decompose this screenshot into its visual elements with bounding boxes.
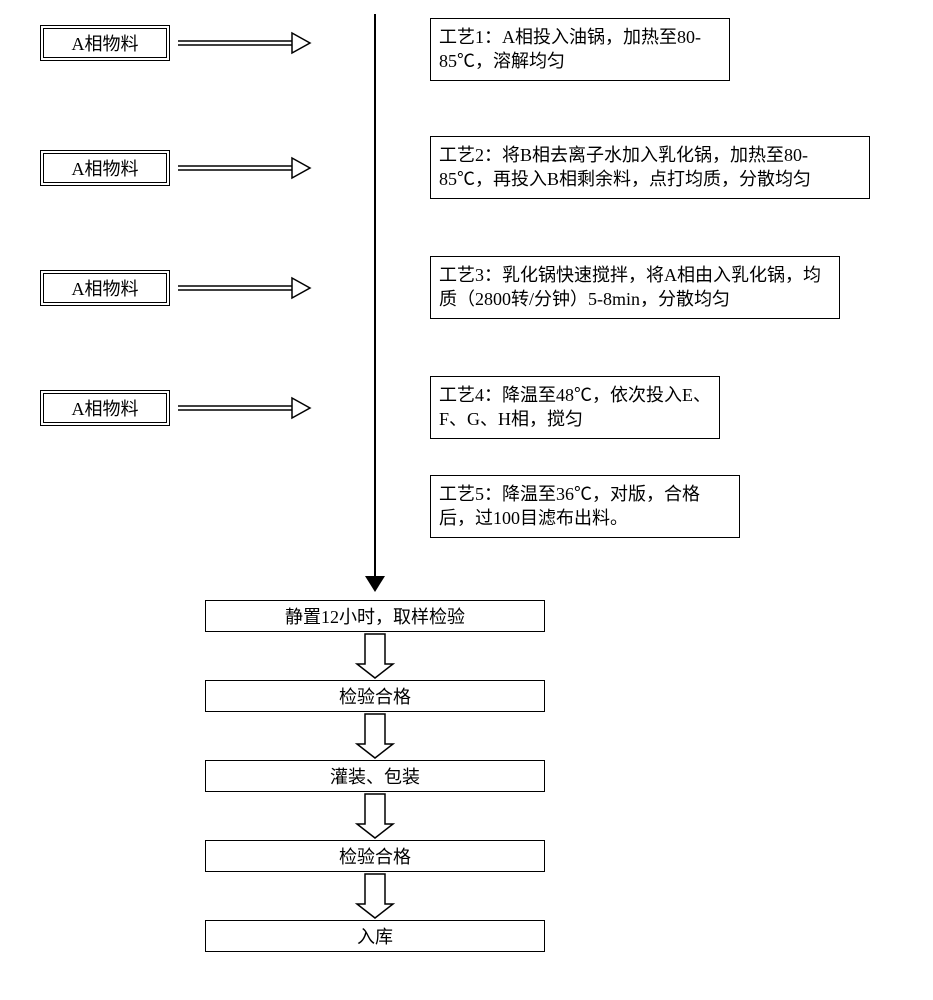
flowchart-canvas: A相物料 A相物料 A相物料 A相物料 工艺1：A相投入油锅，加热至80-85℃…	[0, 0, 933, 1000]
process-box-4: 工艺4：降温至48℃，依次投入E、F、G、H相，搅匀	[430, 376, 720, 439]
process-text: 工艺5：降温至36℃，对版，合格后，过100目滤布出料。	[439, 484, 700, 528]
material-box-2: A相物料	[40, 150, 170, 186]
material-label: A相物料	[72, 30, 139, 56]
step-label: 入库	[357, 923, 393, 949]
material-label: A相物料	[72, 395, 139, 421]
process-text: 工艺3：乳化锅快速搅拌，将A相由入乳化锅，均质（2800转/分钟）5-8min，…	[439, 265, 821, 309]
process-box-1: 工艺1：A相投入油锅，加热至80-85℃，溶解均匀	[430, 18, 730, 81]
process-box-2: 工艺2：将B相去离子水加入乳化锅，加热至80-85℃，再投入B相剩余料，点打均质…	[430, 136, 870, 199]
process-box-5: 工艺5：降温至36℃，对版，合格后，过100目滤布出料。	[430, 475, 740, 538]
step-box-4: 检验合格	[205, 840, 545, 872]
process-box-3: 工艺3：乳化锅快速搅拌，将A相由入乳化锅，均质（2800转/分钟）5-8min，…	[430, 256, 840, 319]
material-box-4: A相物料	[40, 390, 170, 426]
process-text: 工艺4：降温至48℃，依次投入E、F、G、H相，搅匀	[439, 385, 711, 429]
step-box-2: 检验合格	[205, 680, 545, 712]
step-label: 静置12小时，取样检验	[285, 603, 465, 629]
material-label: A相物料	[72, 275, 139, 301]
material-box-3: A相物料	[40, 270, 170, 306]
step-box-1: 静置12小时，取样检验	[205, 600, 545, 632]
step-box-3: 灌装、包装	[205, 760, 545, 792]
process-text: 工艺1：A相投入油锅，加热至80-85℃，溶解均匀	[439, 27, 701, 71]
step-label: 检验合格	[339, 843, 411, 869]
step-box-5: 入库	[205, 920, 545, 952]
step-label: 灌装、包装	[330, 763, 420, 789]
material-label: A相物料	[72, 155, 139, 181]
step-label: 检验合格	[339, 683, 411, 709]
process-text: 工艺2：将B相去离子水加入乳化锅，加热至80-85℃，再投入B相剩余料，点打均质…	[439, 145, 811, 189]
material-box-1: A相物料	[40, 25, 170, 61]
